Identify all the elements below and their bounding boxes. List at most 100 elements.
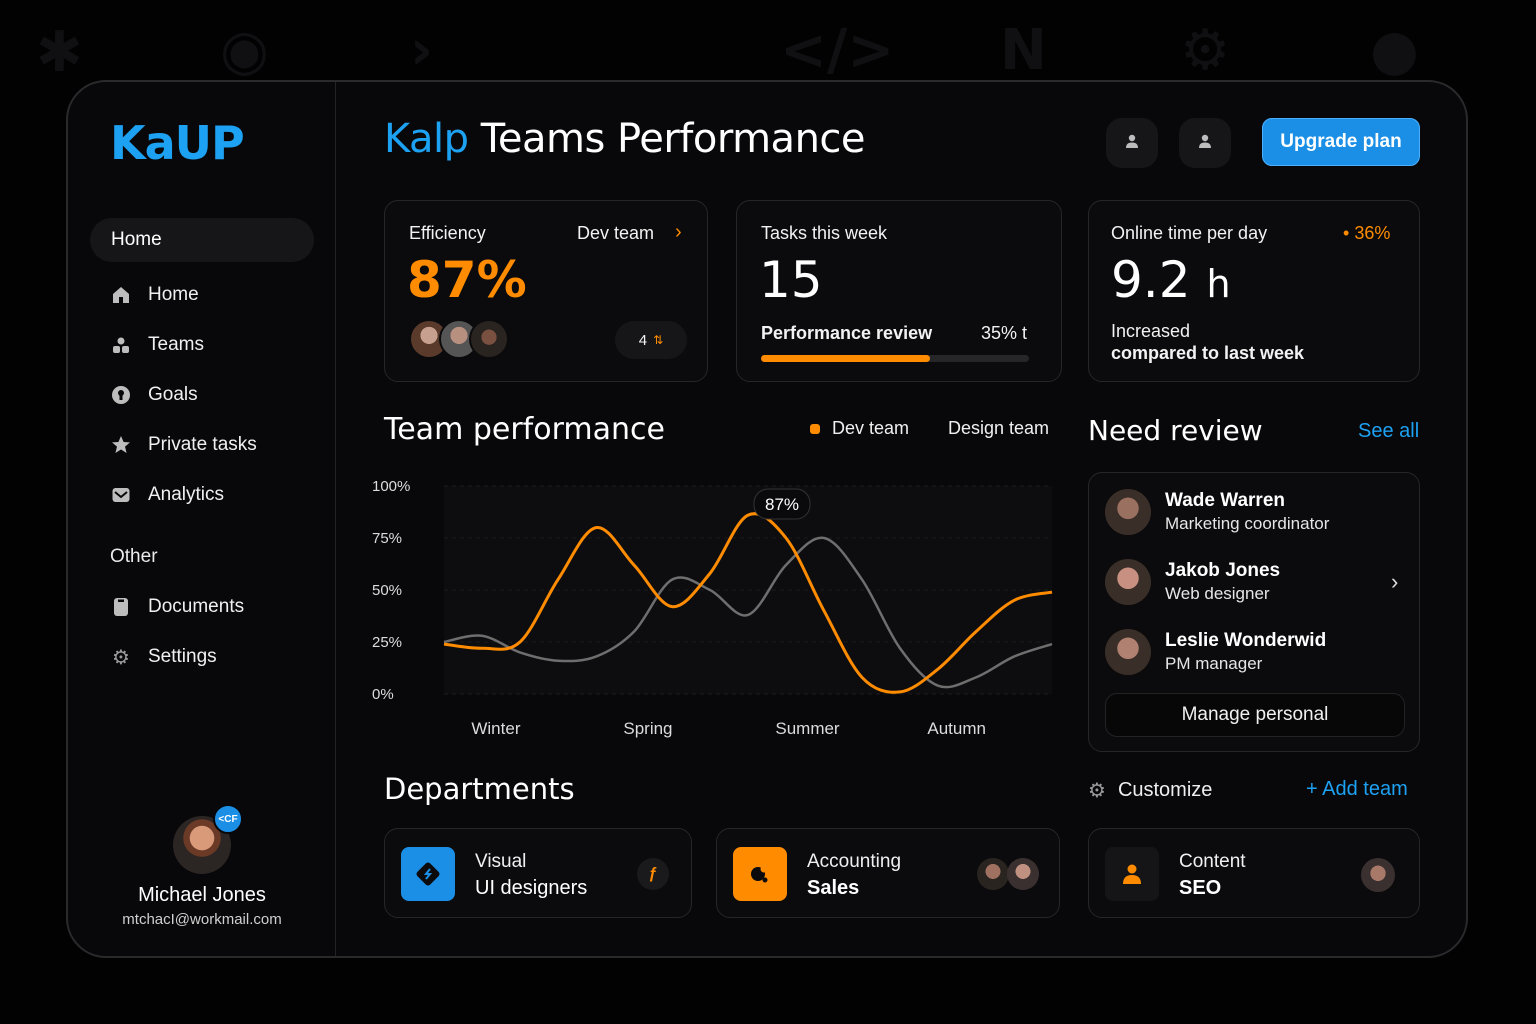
person-role: Web designer <box>1165 584 1270 603</box>
document-icon <box>110 596 132 618</box>
background-notion-icon: N <box>1000 18 1047 83</box>
online-time-card[interactable]: Online time per day • 36% 9.2 h Increase… <box>1088 200 1420 382</box>
online-note-1: Increased <box>1111 321 1191 341</box>
sidebar-item-label: Private tasks <box>148 434 257 455</box>
legend-dot <box>810 423 820 434</box>
annotation-label: 87% <box>765 495 799 514</box>
department-card-visual[interactable]: Visual UI designers ƒ <box>384 828 692 918</box>
customize-button[interactable]: ⚙ Customize <box>1088 778 1212 803</box>
team-icon <box>110 334 132 356</box>
tasks-card[interactable]: Tasks this week 15 Performance review 35… <box>736 200 1062 382</box>
series-line-design-team <box>443 536 1053 689</box>
sidebar-item-label: Teams <box>148 334 204 355</box>
team-performance-title: Team performance <box>384 412 665 447</box>
chevron-right-icon[interactable]: › <box>1391 569 1399 594</box>
home-icon <box>110 284 132 306</box>
department-card-content[interactable]: Content SEO <box>1088 828 1420 918</box>
x-tick-label: Summer <box>775 719 840 738</box>
upgrade-plan-button[interactable]: Upgrade plan <box>1262 118 1420 166</box>
title-brand: Kalp <box>384 116 469 162</box>
online-value-unit: h <box>1206 262 1231 306</box>
sidebar-item-private-tasks[interactable]: Private tasks <box>110 430 257 460</box>
background-app-icon: ⚙ <box>1180 18 1231 83</box>
avatar: <CF <box>173 804 243 874</box>
departments-title: Departments <box>384 772 575 806</box>
avatar <box>1105 629 1151 675</box>
efficiency-value: 87% <box>407 251 527 309</box>
department-card-accounting[interactable]: Accounting Sales <box>716 828 1060 918</box>
sidebar-item-label: Settings <box>148 646 217 667</box>
legend-label: Dev team <box>832 418 910 438</box>
person-role: PM manager <box>1165 654 1263 673</box>
department-name: Accounting <box>807 851 902 872</box>
main-content: Kalp Teams Performance Upgrade plan Effi… <box>336 82 1466 956</box>
user-icon <box>1197 133 1213 154</box>
star-icon <box>110 434 132 456</box>
avatar <box>1361 858 1395 892</box>
user-button-2[interactable] <box>1179 118 1231 168</box>
see-all-link[interactable]: See all <box>1358 420 1420 442</box>
progress-text: 35% t <box>981 323 1028 343</box>
user-button-1[interactable] <box>1106 118 1158 168</box>
department-icon <box>401 847 455 901</box>
efficiency-team[interactable]: Dev team <box>577 223 655 243</box>
y-tick-label: 75% <box>372 530 402 547</box>
avatar <box>469 319 509 359</box>
add-team-button[interactable]: + Add team <box>1306 778 1408 800</box>
avatar <box>1007 858 1039 890</box>
mail-icon <box>110 484 132 506</box>
annotation-bubble <box>753 488 811 520</box>
person-name: Jakob Jones <box>1165 560 1281 581</box>
online-value: 9.2 h <box>1111 251 1231 309</box>
sidebar-item-label: Goals <box>148 384 198 405</box>
online-value-number: 9.2 <box>1111 251 1191 309</box>
user-icon <box>1124 133 1140 154</box>
avatar <box>1105 559 1151 605</box>
sidebar-section-home[interactable]: Home <box>90 218 314 262</box>
sidebar-item-teams[interactable]: Teams <box>110 330 204 360</box>
tasks-label: Tasks this week <box>761 223 888 243</box>
review-person[interactable]: Wade Warren Marketing coordinator <box>1105 489 1329 535</box>
manage-personal-button[interactable]: Manage personal <box>1105 693 1405 737</box>
chevron-right-icon[interactable]: › <box>675 221 682 243</box>
progress-bar <box>761 355 1029 362</box>
logo: KaUP <box>110 116 245 170</box>
sidebar-item-documents[interactable]: Documents <box>110 592 244 622</box>
customize-label: Customize <box>1117 779 1213 801</box>
background-app-icon: ◉ <box>220 18 269 83</box>
profile-email: mtchacI@workmail.com <box>122 911 282 928</box>
user-profile[interactable]: <CF Michael Jones mtchacI@workmail.com <box>68 804 336 928</box>
progress-label: Performance review <box>761 323 933 343</box>
page-title: Kalp Teams Performance <box>384 116 866 162</box>
department-icon <box>733 847 787 901</box>
y-tick-label: 0% <box>372 686 394 703</box>
series-line-dev-team <box>443 512 1053 694</box>
efficiency-card[interactable]: Efficiency Dev team › 87% 4 ⇅ <box>384 200 708 382</box>
member-count-pill[interactable]: 4 ⇅ <box>615 321 687 359</box>
legend-design-team[interactable]: Design team <box>948 418 1049 439</box>
department-sub: Sales <box>807 877 860 899</box>
need-review-card: Wade Warren Marketing coordinator Jakob … <box>1088 472 1420 752</box>
y-tick-label: 100% <box>372 478 410 495</box>
sidebar-item-settings[interactable]: ⚙ Settings <box>110 642 217 672</box>
legend-dev-team[interactable]: Dev team <box>810 418 909 439</box>
person-name: Leslie Wonderwid <box>1165 630 1327 651</box>
person-name: Wade Warren <box>1165 490 1286 511</box>
x-tick-label: Autumn <box>927 719 986 738</box>
avatar <box>977 858 1009 890</box>
review-person[interactable]: Leslie Wonderwid PM manager <box>1105 629 1326 675</box>
background-code-icon: › <box>410 18 434 83</box>
sidebar-item-goals[interactable]: Goals <box>110 380 198 410</box>
review-person[interactable]: Jakob Jones Web designer <box>1105 559 1280 605</box>
sidebar-item-label: Analytics <box>148 484 225 505</box>
sidebar-item-analytics[interactable]: Analytics <box>110 480 224 510</box>
x-tick-label: Spring <box>623 719 672 738</box>
title-text: Teams Performance <box>468 116 866 162</box>
gear-icon: ⚙ <box>1088 780 1106 802</box>
department-name: Content <box>1179 851 1246 872</box>
profile-badge: <CF <box>213 804 243 834</box>
department-icon <box>1105 847 1159 901</box>
sidebar-item-home[interactable]: Home <box>110 280 199 310</box>
avatar <box>1105 489 1151 535</box>
y-tick-label: 25% <box>372 634 402 651</box>
